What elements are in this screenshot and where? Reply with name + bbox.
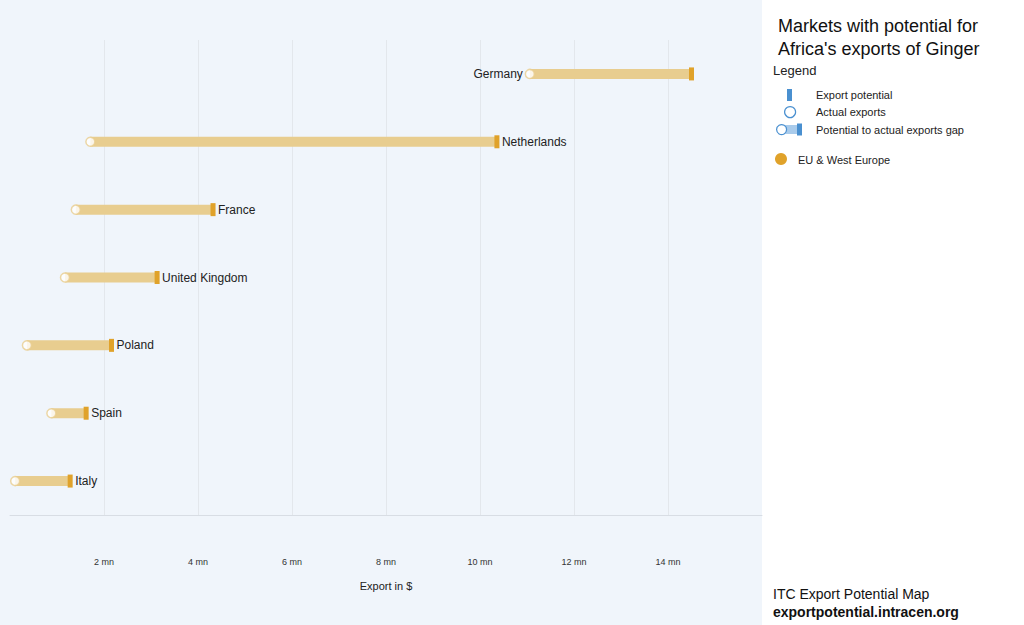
svg-text:Export in $: Export in $ (360, 580, 413, 592)
svg-text:Export potential: Export potential (816, 89, 892, 101)
svg-text:10 mn: 10 mn (467, 557, 492, 567)
svg-text:Italy: Italy (75, 474, 97, 488)
svg-text:Markets with potential for: Markets with potential for (778, 16, 983, 36)
svg-text:14 mn: 14 mn (655, 557, 680, 567)
svg-text:8 mn: 8 mn (376, 557, 396, 567)
svg-text:12 mn: 12 mn (561, 557, 586, 567)
svg-text:Actual exports: Actual exports (816, 106, 886, 118)
svg-text:2 mn: 2 mn (94, 557, 114, 567)
svg-text:France: France (218, 203, 256, 217)
svg-text:6 mn: 6 mn (282, 557, 302, 567)
svg-text:Poland: Poland (117, 338, 154, 352)
svg-text:4 mn: 4 mn (188, 557, 208, 567)
svg-text:Potential to actual exports ga: Potential to actual exports gap (816, 124, 964, 136)
svg-text:Spain: Spain (91, 406, 122, 420)
svg-text:United Kingdom: United Kingdom (162, 271, 247, 285)
svg-text:Legend: Legend (773, 63, 816, 78)
svg-text:ITC Export Potential Map: ITC Export Potential Map (773, 586, 930, 602)
svg-text:EU & West Europe: EU & West Europe (798, 154, 890, 166)
svg-text:Netherlands: Netherlands (502, 135, 567, 149)
svg-text:Germany: Germany (473, 67, 522, 81)
svg-text:Africa's exports of Ginger: Africa's exports of Ginger (778, 39, 980, 59)
svg-text:exportpotential.intracen.org: exportpotential.intracen.org (773, 604, 959, 620)
